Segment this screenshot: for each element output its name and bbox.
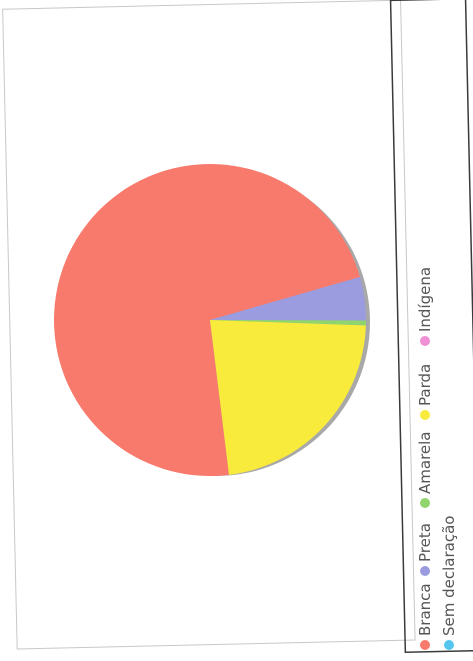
- legend-marker-preta: [420, 566, 430, 576]
- pie-chart: [54, 164, 370, 477]
- pie-slice-preta: [210, 277, 367, 321]
- legend-label-sem-declaração: Sem declaração: [440, 516, 458, 636]
- legend-marker-indígena: [420, 336, 430, 346]
- legend: Branca Preta Amarela Parda Indígena Sem decl…: [416, 267, 458, 650]
- pie-slice-parda: [210, 320, 366, 475]
- pie-slice-branca: [54, 164, 360, 477]
- legend-marker-sem-declaração: [444, 640, 454, 650]
- legend-label-preta: Preta: [416, 523, 434, 562]
- legend-marker-amarela: [420, 498, 430, 508]
- legend-marker-parda: [420, 410, 430, 420]
- legend-label-parda: Parda: [416, 364, 434, 406]
- legend-label-amarela: Amarela: [416, 432, 434, 495]
- pie-slice-amarela: [210, 320, 366, 326]
- plot-area-frame: [2, 0, 416, 650]
- legend-label-indígena: Indígena: [416, 267, 434, 332]
- legend-label-branca: Branca: [416, 583, 434, 636]
- legend-marker-branca: [420, 640, 430, 650]
